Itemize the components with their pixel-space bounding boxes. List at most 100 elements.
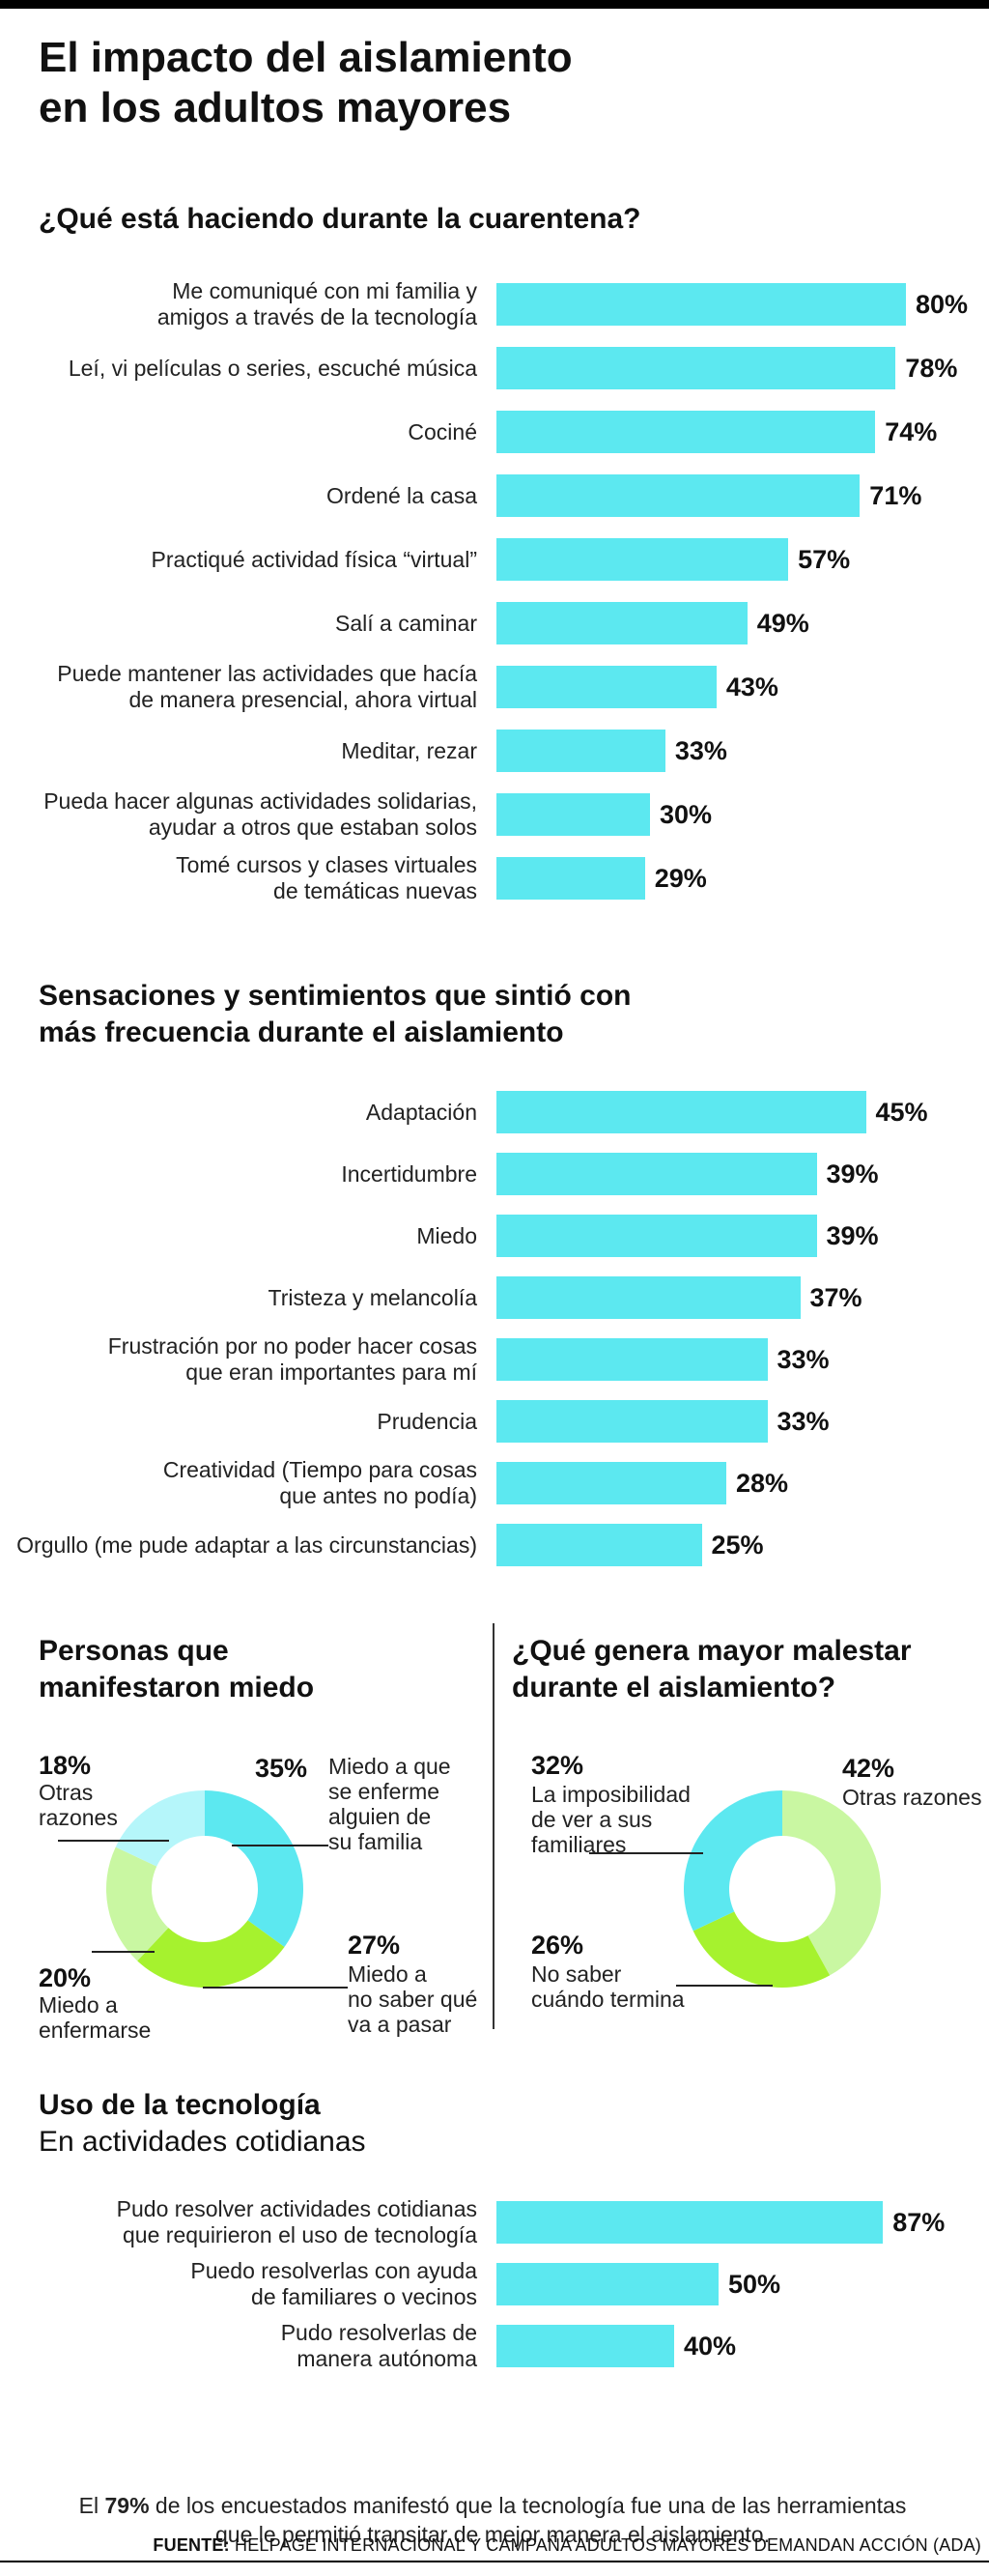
activities-category-label: Pueda hacer algunas actividades solidari… xyxy=(0,788,477,840)
technology-row: Pudo resolverlas de manera autónoma 40% xyxy=(0,2320,989,2371)
feelings-bar xyxy=(496,1338,768,1381)
fear-slice-label-line: Miedo a xyxy=(348,1961,427,1987)
activities-row: Meditar, rezar 33% xyxy=(0,727,989,775)
feelings-category-label: Creatividad (Tiempo para cosas que antes … xyxy=(0,1457,477,1508)
note-highlight: 79% xyxy=(104,2493,150,2518)
fear-slice-label-line: Otras xyxy=(39,1780,94,1805)
activities-value-label: 33% xyxy=(674,736,727,765)
discomfort-slice-label: Otras razones xyxy=(842,1785,981,1810)
activities-value-label: 29% xyxy=(654,864,707,893)
activities-category-line: Cociné xyxy=(408,418,477,444)
technology-row: Puedo resolverlas con ayuda de familiares… xyxy=(0,2258,989,2309)
technology-value-label: 87% xyxy=(892,2208,946,2237)
activities-category-line: ayudar a otros que estaban solos xyxy=(148,815,477,840)
discomfort-slice-pct: 42% xyxy=(842,1754,895,1783)
fear-slice-label-line: Miedo a xyxy=(39,1992,118,2018)
feelings-category-line: que antes no podía) xyxy=(279,1483,477,1508)
fear-slice-pct: 20% xyxy=(39,1963,92,1992)
activities-bar xyxy=(496,666,717,708)
activities-value-label: 30% xyxy=(660,800,713,829)
activities-category-line: Tomé cursos y clases virtuales xyxy=(176,852,477,877)
technology-category-line: manera autónoma xyxy=(297,2346,477,2371)
feelings-title-line-1: Sensaciones y sentimientos que sintió co… xyxy=(39,980,632,1012)
fear-slice-label: Miedo a enfermarse xyxy=(39,1992,151,2043)
feelings-category-line: Tristeza y melancolía xyxy=(268,1284,477,1310)
activities-bar xyxy=(496,538,789,581)
activities-row: Ordené la casa 71% xyxy=(0,472,989,520)
bottom-rule xyxy=(0,2561,989,2562)
activities-category-label: Cociné xyxy=(0,408,477,456)
technology-category-line: Pudo resolver actividades cotidianas xyxy=(116,2196,477,2221)
discomfort-slice-label-line: La imposibilidad xyxy=(531,1782,691,1807)
fear-slice-label: Otras razones xyxy=(39,1780,118,1830)
fear-slice-label: Miedo a no saber qué va a pasar xyxy=(348,1961,477,2037)
feelings-value-label: 25% xyxy=(711,1531,764,1560)
note-text-after: de los encuestados manifestó que la tecn… xyxy=(149,2493,907,2547)
feelings-value-label: 39% xyxy=(826,1221,879,1250)
fear-slice xyxy=(115,1790,205,1867)
source-text: HELPAGE INTERNACIONAL Y CAMPAÑA ADULTOS … xyxy=(229,2535,981,2555)
feelings-bar xyxy=(496,1276,801,1319)
discomfort-slice xyxy=(684,1790,782,1932)
feelings-row: Tristeza y melancolía 37% xyxy=(0,1274,989,1322)
discomfort-slice-label-line: cuándo termina xyxy=(531,1987,685,2012)
activities-bar xyxy=(496,474,861,517)
technology-category-line: Pudo resolverlas de xyxy=(280,2320,477,2345)
fear-slice-label-line: razones xyxy=(39,1805,118,1830)
source-label: FUENTE: xyxy=(153,2535,230,2555)
feelings-value-label: 45% xyxy=(875,1098,928,1127)
note-text-before: El xyxy=(78,2493,105,2518)
fear-slice-label-line: su familia xyxy=(328,1829,423,1854)
technology-category-label: Pudo resolver actividades cotidianas que … xyxy=(0,2196,477,2247)
technology-category-label: Puedo resolverlas con ayuda de familiares… xyxy=(0,2258,477,2309)
technology-bar xyxy=(496,2325,674,2367)
feelings-category-label: Incertidumbre xyxy=(0,1150,477,1198)
discomfort-chart-title: ¿Qué genera mayor malestar durante el ai… xyxy=(512,1633,912,1706)
activities-category-label: Me comuniqué con mi familia y amigos a tr… xyxy=(0,278,477,329)
fear-slice-label-line: alguien de xyxy=(328,1804,432,1829)
feelings-category-line: que eran importantes para mí xyxy=(185,1360,477,1385)
title-line-2: en los adultos mayores xyxy=(39,84,512,131)
activities-category-line: Pueda hacer algunas actividades solidari… xyxy=(43,788,477,814)
technology-category-line: que requirieron el uso de tecnología xyxy=(123,2222,477,2247)
activities-chart-title: ¿Qué está haciendo durante la cuarentena… xyxy=(39,203,641,235)
feelings-category-label: Prudencia xyxy=(0,1397,477,1445)
feelings-row: Incertidumbre 39% xyxy=(0,1150,989,1198)
fear-slice-pct: 18% xyxy=(39,1751,92,1780)
activities-row: Cociné 74% xyxy=(0,408,989,456)
technology-category-label: Pudo resolverlas de manera autónoma xyxy=(0,2320,477,2371)
activities-category-label: Puede mantener las actividades que hacía… xyxy=(0,661,477,712)
technology-row: Pudo resolver actividades cotidianas que … xyxy=(0,2196,989,2247)
fear-slice-label: Miedo a que se enferme alguien de su famili… xyxy=(328,1754,451,1854)
activities-category-label: Ordené la casa xyxy=(0,472,477,520)
activities-bar xyxy=(496,793,650,836)
discomfort-slice-label-line: de ver a sus xyxy=(531,1807,653,1832)
feelings-bar xyxy=(496,1400,768,1443)
fear-slice-label-line: enfermarse xyxy=(39,2018,152,2043)
fear-slice-label-line: va a pasar xyxy=(348,2012,452,2037)
feelings-category-line: Orgullo (me pude adaptar a las circunsta… xyxy=(16,1531,477,1558)
activities-bar xyxy=(496,411,876,453)
activities-value-label: 80% xyxy=(916,290,969,319)
activities-category-label: Salí a caminar xyxy=(0,599,477,647)
discomfort-slice-pct: 32% xyxy=(531,1751,584,1780)
activities-row: Me comuniqué con mi familia y amigos a tr… xyxy=(0,278,989,329)
activities-value-label: 78% xyxy=(905,354,958,383)
feelings-bar xyxy=(496,1524,702,1566)
discomfort-slice-label-line: Otras razones xyxy=(842,1785,982,1810)
vertical-divider xyxy=(493,1623,494,2029)
discomfort-slice-pct: 26% xyxy=(531,1931,584,1960)
feelings-row: Miedo 39% xyxy=(0,1212,989,1260)
top-rule xyxy=(0,0,989,9)
activities-row: Pueda hacer algunas actividades solidari… xyxy=(0,788,989,840)
technology-value-label: 40% xyxy=(684,2332,737,2361)
activities-row: Tomé cursos y clases virtuales de temátic… xyxy=(0,852,989,903)
activities-value-label: 71% xyxy=(869,481,922,510)
discomfort-slice-label: No saber cuándo termina xyxy=(531,1961,685,2012)
activities-bar xyxy=(496,602,748,644)
feelings-row: Creatividad (Tiempo para cosas que antes … xyxy=(0,1457,989,1508)
activities-category-line: de temáticas nuevas xyxy=(273,878,477,903)
title-line-1: El impacto del aislamiento xyxy=(39,34,573,81)
fear-chart-title: Personas que manifestaron miedo xyxy=(39,1633,314,1706)
fear-slice-label-line: se enferme xyxy=(328,1779,440,1804)
